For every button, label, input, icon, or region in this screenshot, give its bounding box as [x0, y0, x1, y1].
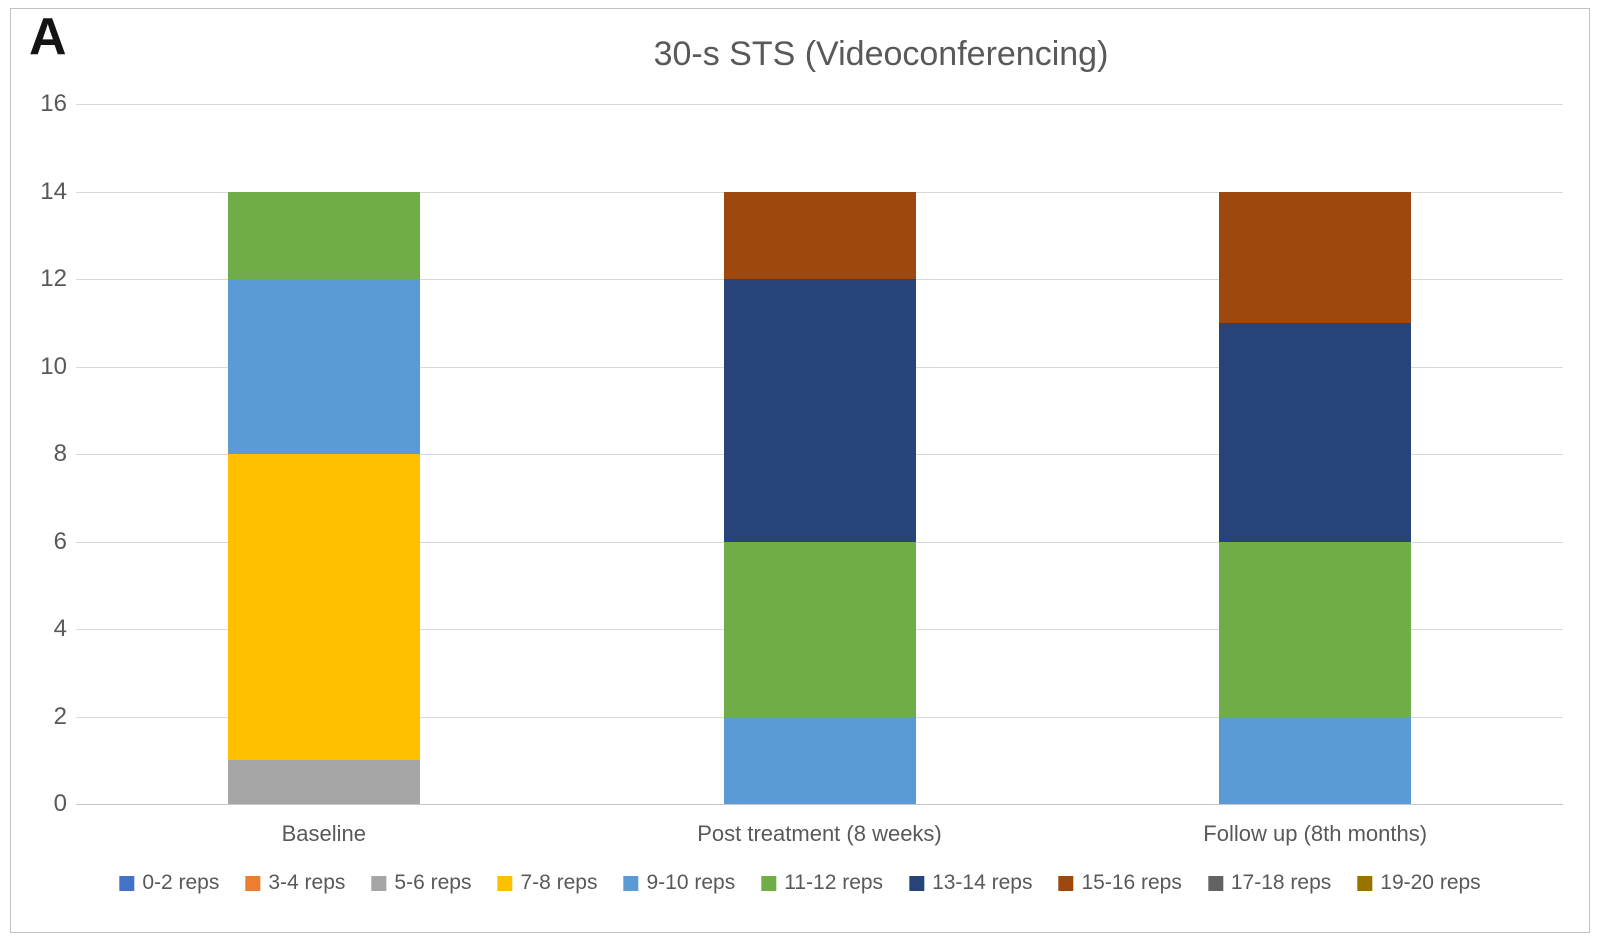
legend-item: 15-16 reps — [1058, 871, 1182, 895]
legend-label: 19-20 reps — [1380, 871, 1481, 894]
y-tick-label: 12 — [40, 265, 67, 292]
gridline — [76, 104, 1563, 105]
legend-swatch-icon — [497, 875, 513, 891]
legend-label: 17-18 reps — [1230, 871, 1332, 894]
legend-swatch-icon — [761, 875, 777, 891]
legend: 0-2 reps 3-4 reps 5-6 reps 7-8 reps 9-10 rep… — [119, 871, 1481, 895]
y-tick-label: 10 — [40, 352, 67, 380]
legend-item: 5-6 reps — [371, 871, 471, 895]
legend-item: 19-20 reps — [1357, 871, 1481, 895]
y-tick-label: 4 — [53, 615, 67, 642]
legend-label: 15-16 reps — [1081, 871, 1182, 894]
legend-swatch-icon — [909, 875, 925, 891]
bar-segment — [227, 279, 420, 454]
panel-label: A — [29, 8, 67, 66]
legend-swatch-icon — [245, 875, 261, 891]
legend-label: 13-14 reps — [932, 871, 1033, 894]
legend-item: 7-8 reps — [497, 871, 598, 895]
legend-label: 11-12 reps — [784, 871, 884, 894]
y-tick-label: 2 — [53, 702, 67, 730]
legend-swatch-icon — [1207, 875, 1223, 891]
bar-segment — [1219, 541, 1412, 717]
y-tick-label: 8 — [53, 440, 67, 467]
legend-item: 9-10 reps — [623, 871, 736, 895]
legend-swatch-icon — [1357, 875, 1373, 891]
gridline — [76, 804, 1563, 805]
plot-area — [76, 104, 1563, 805]
y-tick-label: 6 — [53, 527, 67, 555]
chart-figure: A 30-s STS (Videoconferencing) Baseline P… — [10, 8, 1590, 933]
x-tick-label: Baseline — [281, 821, 367, 846]
bar-segment — [1219, 191, 1412, 323]
bar-segment — [723, 541, 916, 717]
legend-label: 0-2 reps — [142, 871, 220, 894]
legend-label: 9-10 reps — [646, 871, 736, 894]
bar-segment — [1219, 716, 1412, 804]
bar-segment — [1219, 322, 1412, 542]
bar-segment — [227, 191, 420, 279]
y-tick-label: 16 — [40, 90, 67, 117]
legend-label: 7-8 reps — [520, 871, 598, 894]
bar-segment — [723, 279, 916, 542]
legend-item: 3-4 reps — [245, 871, 345, 895]
legend-item: 11-12 reps — [761, 871, 883, 895]
bar-segment — [227, 760, 420, 804]
legend-label: 5-6 reps — [394, 871, 472, 894]
y-tick-label: 0 — [53, 790, 67, 817]
bar-segment — [723, 716, 916, 804]
legend-item: 13-14 reps — [909, 871, 1032, 895]
legend-swatch-icon — [1058, 875, 1074, 891]
bar-segment — [723, 191, 916, 279]
legend-swatch-icon — [623, 875, 639, 891]
x-tick-label: Follow up (8th months) — [1203, 821, 1428, 846]
legend-item: 17-18 reps — [1207, 871, 1332, 895]
y-tick-label: 14 — [40, 177, 67, 205]
legend-item: 0-2 reps — [119, 871, 219, 895]
legend-label: 3-4 reps — [268, 871, 346, 894]
bar-segment — [227, 454, 420, 761]
chart-title: 30-s STS (Videoconferencing) — [653, 35, 1109, 73]
legend-swatch-icon — [371, 875, 387, 891]
legend-swatch-icon — [119, 875, 135, 891]
x-tick-label: Post treatment (8 weeks) — [697, 821, 942, 846]
